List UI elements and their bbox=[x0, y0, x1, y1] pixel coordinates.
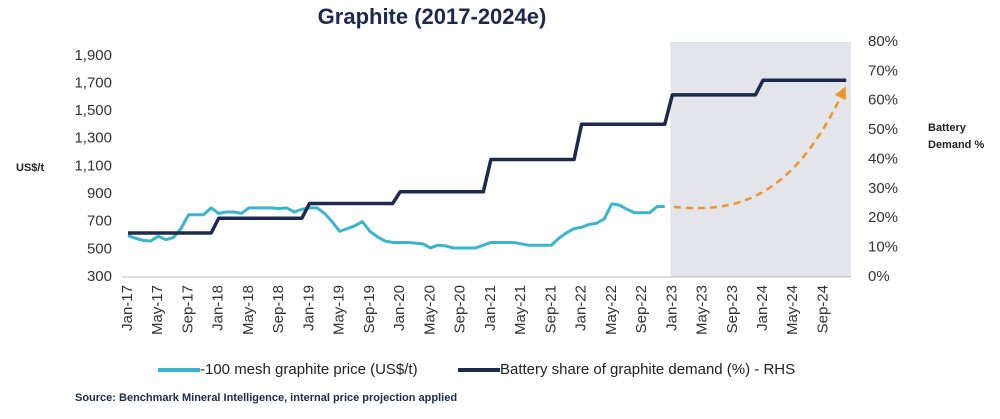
y-tick-label: 500 bbox=[87, 240, 112, 257]
x-tick-label: May-17 bbox=[149, 285, 166, 335]
y-tick-label: 1,900 bbox=[74, 47, 112, 64]
y2-tick-label: 70% bbox=[868, 62, 898, 79]
y-tick-label: 700 bbox=[87, 213, 112, 230]
x-tick-label: Jan-19 bbox=[300, 285, 317, 331]
x-tick-label: Sep-17 bbox=[179, 285, 196, 333]
y2-tick-label: 80% bbox=[868, 33, 898, 50]
x-tick-label: Jan-22 bbox=[573, 285, 590, 331]
x-tick-label: Sep-19 bbox=[361, 285, 378, 333]
x-tick-label: May-19 bbox=[331, 285, 348, 335]
source-note: Source: Benchmark Mineral Intelligence, … bbox=[75, 392, 457, 404]
x-tick-label: May-24 bbox=[784, 285, 801, 335]
background-layer bbox=[670, 42, 851, 277]
x-tick-label: Sep-18 bbox=[270, 285, 287, 333]
x-tick-label: Sep-23 bbox=[724, 285, 741, 333]
x-tick-label: May-20 bbox=[421, 285, 438, 335]
y2-tick-label: 60% bbox=[868, 92, 898, 109]
legend-label: Battery share of graphite demand (%) - R… bbox=[500, 361, 795, 378]
y-tick-label: 300 bbox=[87, 268, 112, 285]
x-tick-label: May-22 bbox=[603, 285, 620, 335]
y-tick-label: 1,300 bbox=[74, 130, 112, 147]
chart-title: Graphite (2017-2024e) bbox=[318, 4, 547, 29]
x-tick-label: Jan-23 bbox=[663, 285, 680, 331]
x-tick-label: Jan-17 bbox=[119, 285, 136, 331]
x-tick-label: Jan-24 bbox=[754, 285, 771, 331]
y-tick-label: 1,100 bbox=[74, 157, 112, 174]
y-tick-label: 1,500 bbox=[74, 102, 112, 119]
x-tick-label: Sep-22 bbox=[633, 285, 650, 333]
x-tick-label: Jan-21 bbox=[482, 285, 499, 331]
y2-tick-label: 10% bbox=[868, 239, 898, 256]
y-axis-label: US$/t bbox=[16, 162, 44, 174]
legend-label: -100 mesh graphite price (US$/t) bbox=[200, 361, 418, 378]
x-tick-label: Jan-18 bbox=[210, 285, 227, 331]
x-tick-label: Sep-20 bbox=[452, 285, 469, 333]
y-tick-label: 1,700 bbox=[74, 74, 112, 91]
y2-tick-label: 20% bbox=[868, 209, 898, 226]
y2-tick-label: 0% bbox=[868, 268, 890, 285]
projection-arrow bbox=[673, 86, 847, 210]
series-line bbox=[127, 202, 665, 250]
x-tick-label: Sep-21 bbox=[542, 285, 559, 333]
x-tick-label: May-18 bbox=[240, 285, 257, 335]
y2-tick-label: 40% bbox=[868, 150, 898, 167]
y2-axis-label: Battery Demand % bbox=[928, 122, 985, 151]
x-tick-label: May-21 bbox=[512, 285, 529, 335]
x-tick-label: Jan-20 bbox=[391, 285, 408, 331]
y-tick-label: 900 bbox=[87, 185, 112, 202]
y2-tick-label: 30% bbox=[868, 180, 898, 197]
series-line bbox=[128, 78, 847, 235]
x-tick-label: May-23 bbox=[694, 285, 711, 335]
y2-tick-label: 50% bbox=[868, 121, 898, 138]
x-tick-label: Sep-24 bbox=[814, 285, 831, 333]
forecast-shading bbox=[670, 42, 851, 277]
